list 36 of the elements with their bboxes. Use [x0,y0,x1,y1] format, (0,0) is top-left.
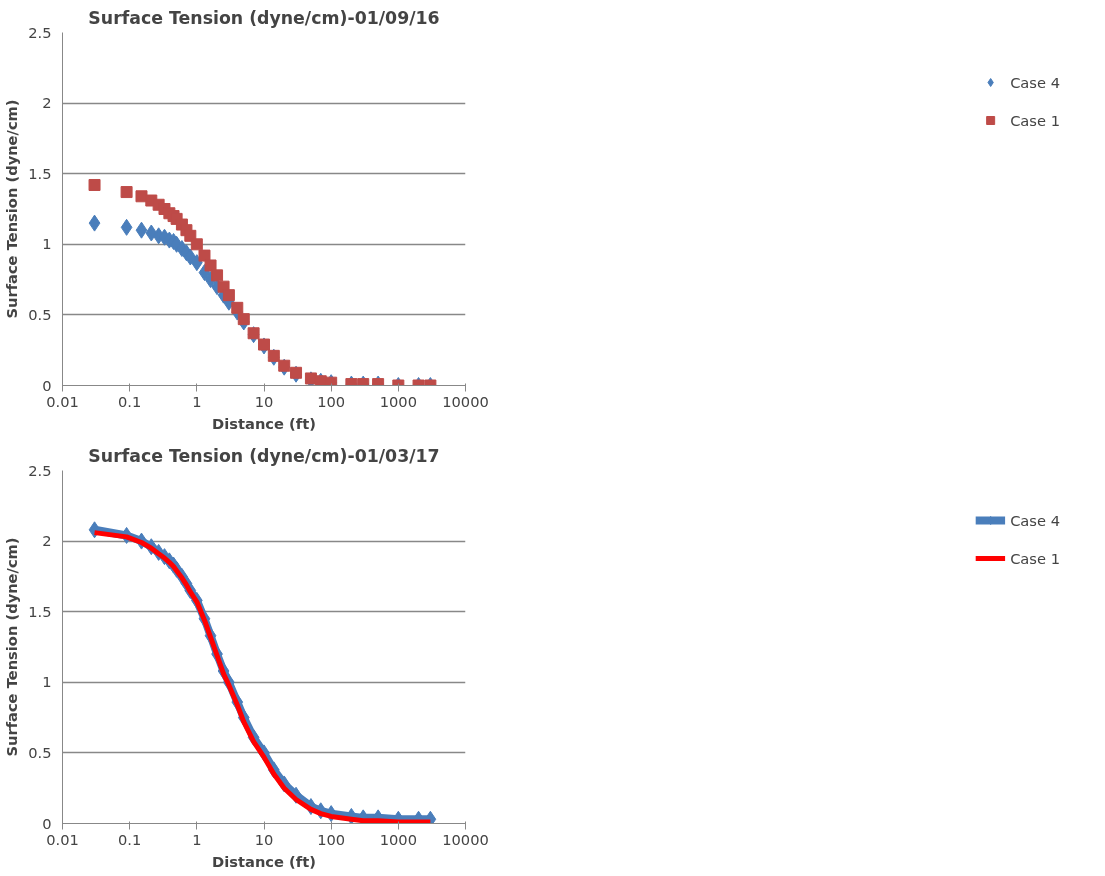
y-tick-label: 2 [42,532,52,550]
x-tick-label: 10000 [442,392,489,410]
x-tick-label: 1 [192,830,202,848]
x-tick-label: 0.01 [46,392,79,410]
x-axis-title: Distance (ft) [212,414,316,432]
x-tick-label: 1000 [379,392,417,410]
x-axis-title: Distance (ft) [212,852,316,870]
y-tick-label: 2.5 [28,23,52,41]
y-tick-label: 0 [42,814,52,832]
x-tick-label: 10 [254,830,274,848]
legend-label: Case 4 [1010,73,1060,91]
x-tick-label: 0.1 [118,392,142,410]
y-tick-label: 1 [42,235,52,253]
x-tick-label: 0.1 [118,830,142,848]
x-tick-label: 1 [192,392,202,410]
x-tick-label: 10 [254,392,274,410]
y-tick-label: 2 [42,94,52,112]
y-axis-title: Surface Tension (dyne/cm) [3,99,21,319]
y-tick-label: 0.5 [28,305,52,323]
x-tick-label: 100 [317,830,346,848]
y-tick-label: 2.5 [28,461,52,479]
y-tick-label: 1.5 [28,602,52,620]
y-tick-label: 1 [42,673,52,691]
chart-title: Surface Tension (dyne/cm)-01/09/16 [88,7,440,28]
legend-label: Case 1 [1010,549,1060,567]
y-tick-label: 0.5 [28,743,52,761]
chart-title: Surface Tension (dyne/cm)-01/03/17 [88,445,440,466]
x-tick-label: 100 [317,392,346,410]
legend-label: Case 4 [1010,511,1060,529]
y-tick-label: 0 [42,376,52,394]
legend-label: Case 1 [1010,111,1060,129]
y-axis-title: Surface Tension (dyne/cm) [3,537,21,757]
y-tick-label: 1.5 [28,164,52,182]
x-tick-label: 0.01 [46,830,79,848]
x-tick-label: 1000 [379,830,417,848]
x-tick-label: 10000 [442,830,489,848]
